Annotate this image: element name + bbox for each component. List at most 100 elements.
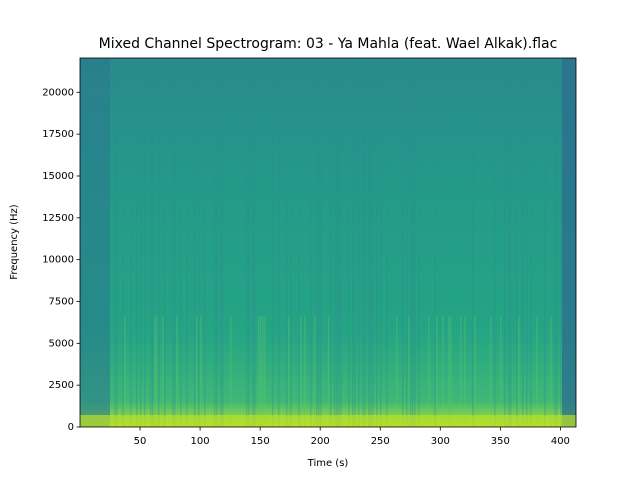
y-tick-label: 20000 — [42, 87, 74, 98]
texture-stripe — [518, 316, 520, 427]
texture-stripe — [550, 316, 552, 427]
texture-stripe — [414, 58, 416, 427]
texture-stripe — [352, 58, 354, 427]
texture-stripe — [530, 58, 532, 427]
texture-stripe — [174, 58, 176, 427]
x-tick-label: 350 — [491, 436, 510, 447]
texture-stripe — [442, 316, 444, 427]
texture-stripe — [450, 316, 452, 427]
texture-stripe — [216, 58, 218, 427]
spectrogram-texture — [80, 58, 576, 427]
texture-stripe — [380, 58, 382, 427]
texture-stripe — [554, 58, 556, 427]
texture-stripe — [144, 58, 146, 427]
texture-stripe — [196, 316, 198, 427]
texture-stripe — [186, 58, 188, 427]
texture-stripe — [362, 58, 364, 427]
texture-stripe — [154, 316, 156, 427]
texture-stripe — [130, 58, 132, 427]
texture-stripe — [336, 58, 338, 427]
x-tick-label: 150 — [251, 436, 270, 447]
texture-stripe — [556, 58, 558, 427]
texture-edge — [562, 58, 576, 427]
texture-stripe — [334, 58, 336, 427]
texture-stripe — [510, 58, 512, 427]
texture-stripe — [508, 58, 510, 427]
texture-stripe — [314, 316, 316, 427]
texture-stripe — [316, 58, 318, 427]
x-tick-label: 50 — [134, 436, 147, 447]
texture-stripe — [500, 316, 502, 427]
texture-stripe — [370, 58, 372, 427]
texture-stripe — [136, 58, 138, 427]
texture-stripe — [172, 58, 174, 427]
texture-stripe — [376, 58, 378, 427]
texture-stripe — [114, 58, 116, 427]
texture-stripe — [340, 58, 342, 427]
texture-stripe — [504, 58, 506, 427]
texture-stripe — [156, 316, 158, 427]
y-tick-label: 10000 — [42, 255, 74, 266]
texture-stripe — [230, 316, 232, 427]
texture-stripe — [200, 316, 202, 427]
texture-stripe — [358, 58, 360, 427]
texture-stripe — [436, 316, 438, 427]
y-tick-label: 12500 — [42, 213, 74, 224]
texture-stripe — [264, 316, 266, 427]
texture-stripe — [386, 58, 388, 427]
texture-stripe — [162, 316, 164, 427]
texture-stripe — [158, 58, 160, 427]
texture-stripe — [248, 58, 250, 427]
texture-stripe — [220, 58, 222, 427]
texture-stripe — [122, 58, 124, 427]
texture-stripe — [288, 316, 290, 427]
texture-stripe — [116, 58, 118, 427]
texture-stripe — [522, 58, 524, 427]
spectrogram-image — [80, 58, 576, 427]
texture-stripe — [214, 58, 216, 427]
y-tick-label: 17500 — [42, 129, 74, 140]
texture-stripe — [298, 58, 300, 427]
texture-stripe — [354, 58, 356, 427]
texture-stripe — [260, 316, 262, 427]
texture-stripe — [560, 58, 562, 427]
texture-stripe — [328, 316, 330, 427]
texture-stripe — [406, 58, 408, 427]
texture-stripe — [124, 316, 126, 427]
texture-stripe — [198, 58, 200, 427]
y-tick-label: 7500 — [49, 296, 74, 307]
texture-stripe — [258, 316, 260, 427]
texture-stripe — [516, 58, 518, 427]
texture-stripe — [164, 58, 166, 427]
texture-stripe — [290, 58, 292, 427]
texture-stripe — [536, 316, 538, 427]
texture-stripe — [474, 316, 476, 427]
texture-stripe — [364, 58, 366, 427]
texture-stripe — [434, 58, 436, 427]
texture-stripe — [140, 58, 142, 427]
texture-stripe — [418, 58, 420, 427]
plot-frame — [79, 57, 577, 428]
texture-stripe — [254, 58, 256, 427]
y-tick-label: 5000 — [49, 338, 74, 349]
texture-stripe — [410, 58, 412, 427]
texture-stripe — [408, 316, 410, 427]
texture-stripe — [204, 58, 206, 427]
texture-stripe — [320, 58, 322, 427]
texture-edge — [80, 58, 110, 427]
texture-stripe — [464, 316, 466, 427]
y-axis-label: Frequency (Hz) — [9, 204, 20, 280]
texture-stripe — [152, 58, 154, 427]
x-tick-label: 100 — [191, 436, 210, 447]
texture-stripe — [338, 58, 340, 427]
texture-stripe — [176, 316, 178, 427]
texture-stripe — [544, 58, 546, 427]
x-axis-label: Time (s) — [307, 458, 349, 469]
x-tick-label: 250 — [371, 436, 390, 447]
texture-stripe — [368, 58, 370, 427]
y-tick-label: 15000 — [42, 171, 74, 182]
texture-stripe — [286, 58, 288, 427]
texture-stripe — [180, 58, 182, 427]
texture-stripe — [194, 58, 196, 427]
